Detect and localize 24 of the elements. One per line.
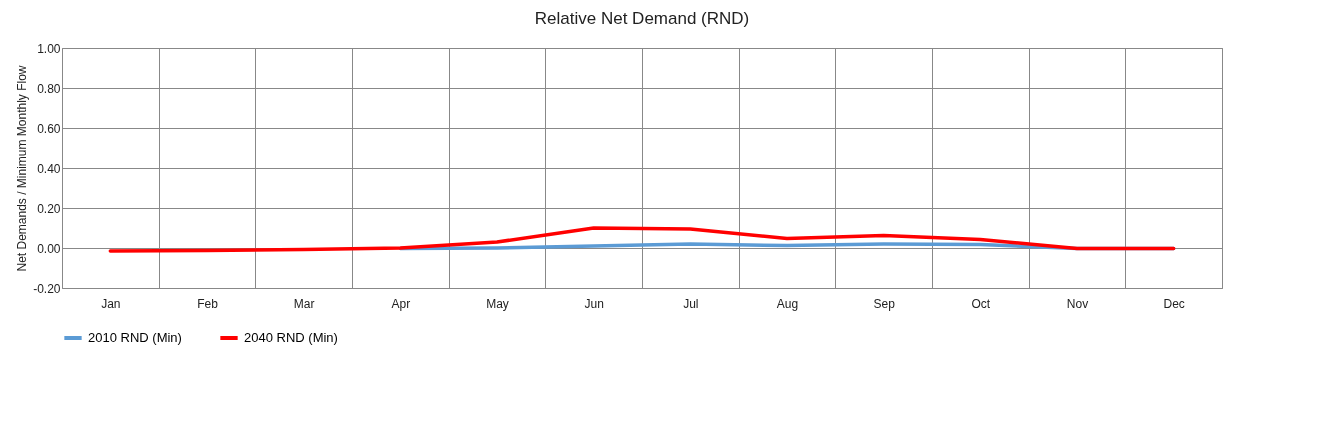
- x-tick-label: Sep: [873, 296, 896, 311]
- x-tick-label: Jun: [584, 296, 604, 311]
- x-tick-label: Nov: [1066, 296, 1089, 311]
- legend-label: 2010 RND (Min): [88, 330, 182, 345]
- y-tick-label: 0.40: [37, 161, 61, 176]
- y-tick-label: 0.20: [37, 201, 61, 216]
- x-tick-label: Aug: [776, 296, 799, 311]
- x-tick-label: Apr: [391, 296, 411, 311]
- y-axis-title: Net Demands / Minimum Monthly Flow: [15, 65, 30, 272]
- line-series: [108, 226, 1176, 253]
- y-tick-label: 0.60: [37, 121, 61, 136]
- x-tick-label: Oct: [971, 296, 991, 311]
- x-tick-label: May: [486, 296, 509, 311]
- x-tick-label: Jan: [101, 296, 121, 311]
- y-tick-label: 0.80: [37, 81, 61, 96]
- y-tick-label: 1.00: [37, 41, 61, 56]
- legend-label: 2040 RND (Min): [244, 330, 338, 345]
- y-tick-label: -0.20: [33, 281, 61, 296]
- x-tick-label: Dec: [1163, 296, 1185, 311]
- chart-title: Relative Net Demand (RND): [534, 9, 750, 28]
- x-tick-label: Mar: [293, 296, 315, 311]
- y-tick-label: 0.00: [37, 241, 61, 256]
- x-tick-label: Feb: [197, 296, 219, 311]
- x-tick-label: Jul: [683, 296, 699, 311]
